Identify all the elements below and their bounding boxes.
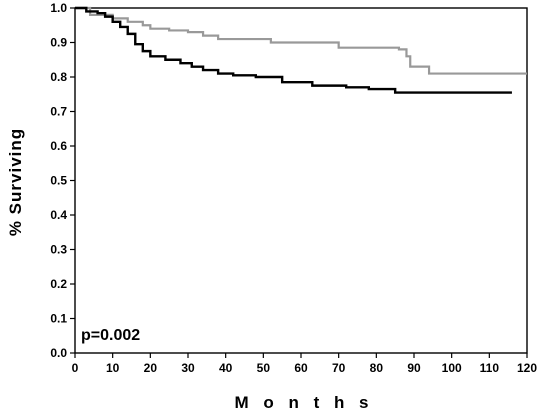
survival-curve-1 <box>75 6 527 75</box>
x-tick-label: 90 <box>407 361 421 375</box>
y-tick-label: 1.0 <box>50 1 67 15</box>
y-tick-label: 0.2 <box>50 277 67 291</box>
y-tick-label: 0.3 <box>50 243 67 257</box>
x-tick-label: 20 <box>144 361 158 375</box>
y-axis-title: % Surviving <box>6 128 25 236</box>
x-tick-label: 30 <box>181 361 195 375</box>
p-value-annotation: p=0.002 <box>81 327 140 344</box>
x-tick-label: 60 <box>294 361 308 375</box>
y-tick-label: 0.1 <box>50 312 67 326</box>
y-tick-label: 0.0 <box>50 346 67 360</box>
y-tick-label: 0.5 <box>50 174 67 188</box>
plot-area-frame <box>74 7 528 354</box>
x-tick-label: 120 <box>517 361 537 375</box>
x-tick-label: 50 <box>257 361 271 375</box>
y-tick-label: 0.4 <box>50 208 67 222</box>
y-tick-label: 0.6 <box>50 139 67 153</box>
y-tick-label: 0.7 <box>50 105 67 119</box>
x-tick-label: 0 <box>72 361 79 375</box>
x-tick-label: 110 <box>480 361 500 375</box>
x-tick-label: 80 <box>370 361 384 375</box>
x-tick-label: 40 <box>219 361 233 375</box>
y-tick-label: 0.8 <box>50 70 67 84</box>
x-tick-label: 10 <box>106 361 120 375</box>
x-tick-label: 70 <box>332 361 346 375</box>
survival-curve-2 <box>75 6 512 94</box>
y-tick-label: 0.9 <box>50 36 67 50</box>
x-axis-title: M o n t h s <box>234 393 373 411</box>
x-tick-label: 100 <box>442 361 462 375</box>
